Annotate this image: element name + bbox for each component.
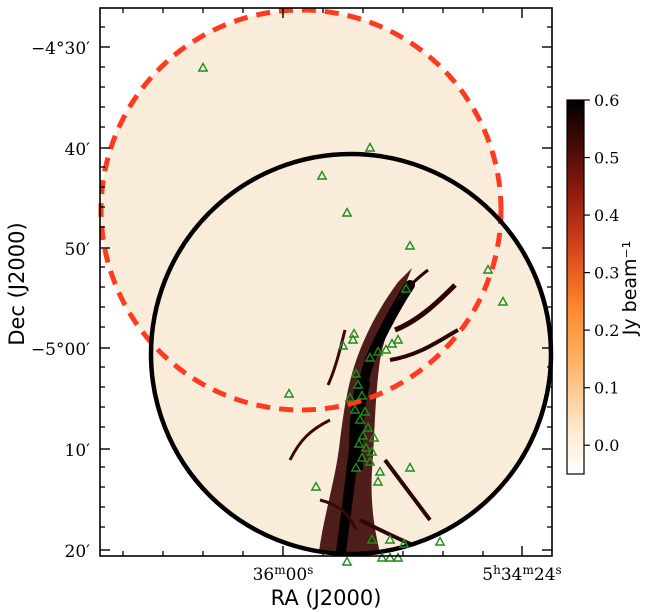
source-triangle bbox=[356, 390, 368, 400]
source-triangle bbox=[349, 404, 361, 414]
source-markers bbox=[197, 62, 509, 566]
source-triangle bbox=[364, 142, 376, 152]
source-triangle bbox=[353, 438, 365, 448]
solid-region-circle bbox=[148, 151, 554, 557]
source-triangle bbox=[356, 452, 368, 462]
colorbar-tick-label: 0.2 bbox=[594, 321, 619, 340]
source-triangle bbox=[197, 62, 209, 72]
source-triangle bbox=[283, 388, 295, 398]
y-tick-labels: −4°30′ 40′ 50′ −5°00′ 10′ 20′ bbox=[31, 39, 90, 562]
source-triangle bbox=[380, 344, 392, 354]
source-triangle bbox=[341, 207, 353, 217]
source-triangle bbox=[374, 466, 386, 476]
colorbar-tick-label: 0.0 bbox=[594, 436, 619, 455]
source-triangle bbox=[337, 340, 349, 350]
y-tick-label: −4°30′ bbox=[31, 39, 90, 59]
plot-frame bbox=[99, 7, 553, 557]
source-triangle bbox=[360, 442, 372, 452]
source-triangle bbox=[372, 346, 384, 356]
axis-ticks bbox=[100, 8, 552, 556]
source-triangle bbox=[316, 170, 328, 180]
x-tick-labels: 36m00s 5h34m24s bbox=[253, 563, 562, 585]
source-triangle bbox=[310, 481, 322, 491]
dashed-region-circle bbox=[98, 7, 504, 413]
source-triangle bbox=[372, 476, 384, 486]
y-tick-label: 50′ bbox=[65, 240, 91, 260]
colorbar-tick-label: 0.1 bbox=[594, 379, 619, 398]
source-triangle bbox=[357, 430, 369, 440]
colorbar-label: Jy beam⁻¹ bbox=[619, 241, 641, 336]
source-triangle bbox=[368, 432, 380, 442]
colorbar-gradient bbox=[566, 99, 585, 475]
x-tick-label: 5h34m24s bbox=[482, 563, 561, 585]
source-triangle bbox=[364, 352, 376, 362]
x-tick-label: 36m00s bbox=[253, 563, 314, 585]
colorbar-tick-label: 0.4 bbox=[594, 206, 619, 225]
colorbar-tick-label: 0.5 bbox=[594, 149, 619, 168]
source-triangle bbox=[341, 556, 353, 566]
colorbar-ticks: 0.6 0.5 0.4 0.3 0.2 0.1 0.0 bbox=[584, 91, 619, 455]
source-triangle bbox=[359, 406, 371, 416]
y-axis-label: Dec (J2000) bbox=[5, 222, 29, 345]
source-triangle bbox=[364, 456, 376, 466]
source-triangle bbox=[384, 534, 396, 544]
y-tick-label: 10′ bbox=[65, 441, 91, 461]
source-triangle bbox=[434, 536, 446, 546]
source-triangle bbox=[392, 334, 404, 344]
source-triangle bbox=[366, 534, 378, 544]
source-triangle bbox=[354, 414, 366, 424]
colorbar-tick-label: 0.3 bbox=[594, 264, 619, 283]
source-triangle bbox=[384, 552, 396, 562]
source-triangle bbox=[362, 422, 374, 432]
source-triangle bbox=[376, 552, 388, 562]
y-tick-label: 40′ bbox=[65, 140, 91, 160]
source-triangle bbox=[497, 296, 509, 306]
source-triangle bbox=[404, 240, 416, 250]
source-triangle bbox=[400, 283, 412, 293]
source-triangle bbox=[392, 552, 404, 562]
colorbar-tick-label: 0.6 bbox=[594, 91, 619, 110]
source-triangle bbox=[398, 538, 410, 548]
x-axis-label: RA (J2000) bbox=[271, 586, 382, 610]
y-tick-label: −5°00′ bbox=[31, 340, 90, 360]
source-triangle bbox=[350, 462, 362, 472]
source-triangle bbox=[482, 264, 494, 274]
source-triangle bbox=[352, 379, 364, 389]
source-triangle bbox=[366, 446, 378, 456]
y-tick-label: 20′ bbox=[65, 542, 91, 562]
source-triangle bbox=[350, 368, 362, 378]
colorbar: 0.6 0.5 0.4 0.3 0.2 0.1 0.0 Jy beam⁻¹ bbox=[566, 91, 641, 475]
source-triangle bbox=[404, 462, 416, 472]
source-triangle bbox=[347, 334, 359, 344]
source-triangle bbox=[344, 392, 356, 402]
